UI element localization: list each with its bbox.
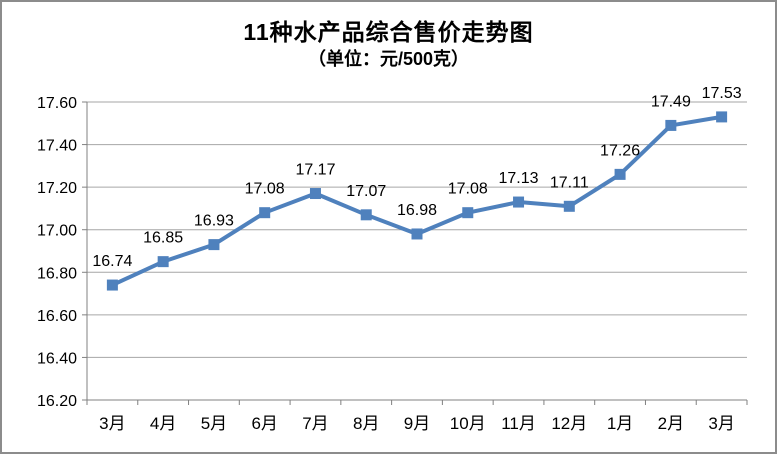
data-point-marker [208,239,220,251]
data-point-marker [309,188,321,200]
data-point-marker [614,168,626,180]
data-point-marker [106,279,118,291]
x-tick-label: 4月 [150,414,176,433]
y-tick-label: 16.60 [37,308,77,325]
data-label: 17.13 [499,170,539,187]
data-label: 17.49 [651,93,691,110]
data-label: 16.93 [194,213,234,230]
data-point-marker [513,196,525,208]
data-point-marker [411,228,423,240]
data-point-marker [665,119,677,131]
y-tick-label: 17.20 [37,180,77,197]
data-label: 16.74 [92,253,132,270]
y-tick-label: 17.00 [37,223,77,240]
x-tick-label: 10月 [450,414,486,433]
data-point-marker [716,111,728,123]
data-label: 16.85 [143,230,183,247]
data-label: 17.53 [702,85,742,102]
x-tick-label: 2月 [658,414,684,433]
x-tick-label: 11月 [501,414,536,433]
data-label: 17.11 [550,174,589,191]
y-tick-label: 16.40 [37,350,77,367]
data-label: 16.98 [397,202,437,219]
data-point-marker [462,207,474,219]
y-tick-label: 16.80 [37,265,77,282]
data-label: 17.08 [448,181,488,198]
y-tick-label: 17.60 [37,95,77,112]
x-tick-label: 12月 [551,414,587,433]
y-tick-label: 16.20 [37,393,77,410]
x-tick-label: 6月 [251,414,277,433]
data-label: 17.26 [600,142,640,159]
data-point-marker [360,209,372,221]
x-tick-label: 3月 [99,414,125,433]
y-tick-label: 17.40 [37,138,77,155]
data-point-marker [157,256,169,268]
data-point-marker [563,200,575,212]
x-tick-label: 3月 [708,414,734,433]
x-tick-label: 1月 [607,414,633,433]
x-tick-label: 7月 [302,414,328,433]
data-point-marker [259,207,271,219]
data-label: 17.17 [295,162,335,179]
data-label: 17.08 [245,181,285,198]
x-tick-label: 5月 [201,414,227,433]
x-tick-label: 9月 [404,414,430,433]
data-label: 17.07 [346,183,386,200]
x-tick-label: 8月 [353,414,379,433]
